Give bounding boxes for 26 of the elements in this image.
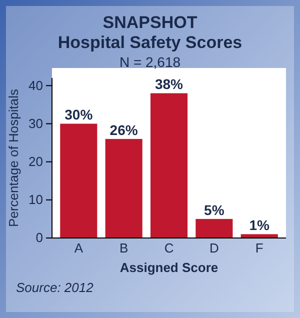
bar [196,218,233,238]
x-tick-label: F [255,240,264,256]
data-label: 26% [110,122,138,138]
chart-subtitle: Hospital Safety Scores [58,33,242,52]
x-axis-title: Assigned Score [120,260,218,275]
bar [60,124,98,238]
y-tick-label: 0 [36,230,43,246]
x-tick-label: A [74,240,84,256]
y-axis-title: Percentage of Hospitals [6,88,21,228]
source-note: Source: 2012 [16,280,94,295]
chart-title: SNAPSHOT [102,13,198,32]
data-label: 5% [204,202,225,218]
bar [150,93,188,238]
y-tick-label: 10 [28,192,43,208]
data-label: 30% [64,106,94,123]
x-tick-label: B [119,240,128,256]
x-tick-label: D [209,240,219,256]
data-label: 38% [154,76,184,92]
y-tick-label: 30 [28,116,43,131]
x-tick-label: C [164,240,174,256]
bar [105,138,142,238]
text: N = 2,618 [119,54,181,70]
data-label: 1% [249,217,270,234]
y-tick-label: 20 [28,154,43,169]
y-tick-label: 40 [28,78,43,93]
bar [240,234,278,238]
